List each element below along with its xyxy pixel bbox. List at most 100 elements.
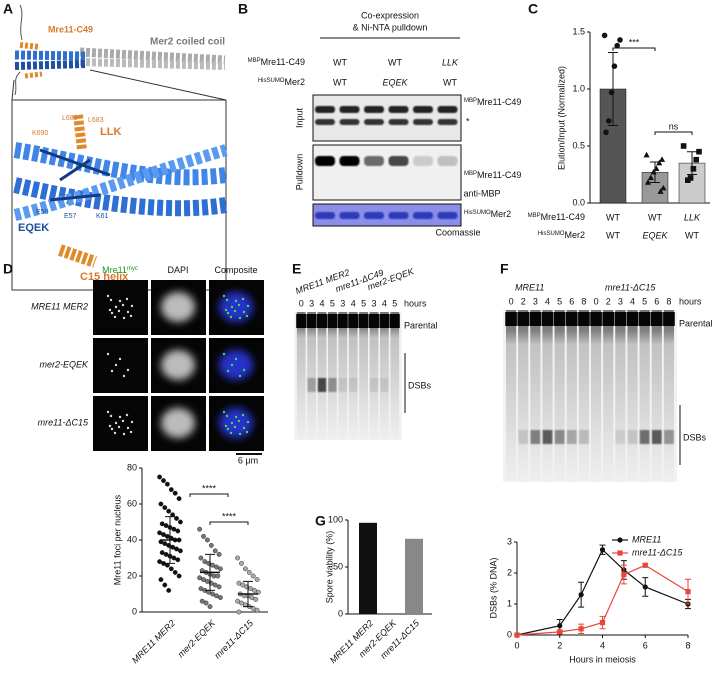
focus bbox=[230, 363, 234, 367]
label: E57 bbox=[64, 213, 77, 220]
label-name: Mre11-C49 bbox=[261, 57, 305, 67]
point bbox=[175, 557, 181, 563]
parental-band bbox=[663, 312, 675, 326]
focus bbox=[226, 311, 230, 315]
lane bbox=[603, 310, 614, 482]
point bbox=[158, 577, 164, 582]
gel bbox=[312, 94, 462, 227]
row-label: MBPMre11-C49 bbox=[528, 212, 585, 222]
x-tick-label: 4 bbox=[600, 640, 605, 650]
dsb-band bbox=[338, 378, 347, 392]
lane-label: WT bbox=[333, 77, 347, 87]
y-tick-label: 80 bbox=[127, 462, 137, 472]
x-tick-label: WT bbox=[685, 230, 699, 240]
focus bbox=[114, 421, 118, 425]
row-label: MRE11 MER2 bbox=[31, 301, 88, 311]
focus bbox=[229, 431, 233, 435]
superscript: HisSUMO bbox=[464, 210, 491, 216]
x-tick-label: WT bbox=[606, 230, 620, 240]
lane bbox=[348, 312, 358, 440]
focus bbox=[229, 315, 233, 319]
lane-label: 2 bbox=[521, 296, 526, 306]
y-axis-label: Mre11 foci per nucleus bbox=[112, 494, 122, 585]
focus bbox=[109, 414, 113, 418]
label: MBPMre11-C49 bbox=[464, 170, 521, 180]
lane bbox=[369, 312, 379, 440]
point bbox=[514, 632, 520, 638]
point bbox=[606, 118, 612, 124]
point bbox=[644, 179, 652, 185]
dsb-band bbox=[579, 430, 589, 444]
lane bbox=[518, 310, 529, 482]
lane bbox=[296, 312, 306, 440]
point bbox=[215, 573, 221, 579]
point bbox=[611, 63, 618, 69]
parental-band bbox=[541, 312, 554, 326]
focus bbox=[118, 357, 122, 361]
lane-label: WT bbox=[443, 77, 457, 87]
focus bbox=[245, 314, 249, 318]
focus bbox=[109, 298, 113, 302]
label: Mer2 coiled coil bbox=[150, 37, 225, 48]
dsb-band bbox=[349, 378, 358, 392]
superscript: HisSUMO bbox=[258, 78, 285, 84]
point bbox=[246, 570, 252, 575]
dsb-band bbox=[328, 378, 337, 392]
superscript: MBP bbox=[248, 58, 261, 64]
focus bbox=[246, 304, 250, 308]
point bbox=[603, 129, 609, 136]
focus bbox=[225, 298, 229, 302]
y-tick-label: 50 bbox=[333, 561, 343, 571]
focus bbox=[110, 427, 114, 431]
point bbox=[161, 532, 166, 537]
focus bbox=[126, 310, 130, 314]
band bbox=[364, 212, 384, 219]
lane-label: 4 bbox=[382, 298, 387, 308]
point bbox=[159, 521, 165, 527]
focus bbox=[122, 432, 126, 436]
parental-band bbox=[337, 314, 348, 328]
label: LLK bbox=[100, 126, 121, 138]
band bbox=[437, 106, 458, 113]
band bbox=[437, 156, 458, 166]
y-tick-label: 3 bbox=[507, 536, 512, 546]
focus bbox=[106, 410, 110, 414]
focus bbox=[226, 427, 230, 431]
point bbox=[201, 577, 206, 582]
focus bbox=[106, 352, 110, 356]
strain-label: MRE11 bbox=[515, 282, 544, 292]
dsb-band bbox=[542, 430, 553, 444]
point bbox=[254, 577, 260, 582]
focus bbox=[233, 425, 237, 429]
focus bbox=[110, 369, 114, 373]
panel-label: G bbox=[315, 513, 326, 529]
lane bbox=[566, 310, 577, 482]
label: MBPMre11-C49 bbox=[248, 57, 305, 67]
point bbox=[159, 550, 165, 555]
dsb-band bbox=[664, 430, 674, 444]
focus bbox=[129, 314, 133, 318]
label: * bbox=[466, 116, 470, 126]
lane-label: EQEK bbox=[382, 77, 408, 87]
point bbox=[578, 592, 584, 598]
focus bbox=[121, 419, 125, 423]
y-tick-label: 40 bbox=[127, 534, 137, 544]
point bbox=[207, 604, 213, 609]
focus bbox=[108, 424, 112, 428]
point bbox=[621, 571, 627, 578]
lane-label: 4 bbox=[319, 298, 324, 308]
band bbox=[413, 106, 433, 113]
focus bbox=[224, 424, 228, 428]
lane bbox=[542, 310, 553, 482]
point bbox=[253, 597, 259, 602]
axis-unit: hours bbox=[679, 296, 702, 306]
x-tick-label: MRE11 MER2 bbox=[130, 618, 177, 665]
label: L686 bbox=[62, 115, 78, 122]
point bbox=[693, 156, 699, 163]
focus bbox=[117, 425, 121, 429]
x-axis-label: Hours in meiosis bbox=[569, 654, 636, 664]
y-tick-label: 0.5 bbox=[572, 140, 585, 150]
point bbox=[656, 159, 663, 166]
lane-label: 8 bbox=[581, 296, 586, 306]
strain-label: mre11-ΔC15 bbox=[605, 282, 656, 292]
